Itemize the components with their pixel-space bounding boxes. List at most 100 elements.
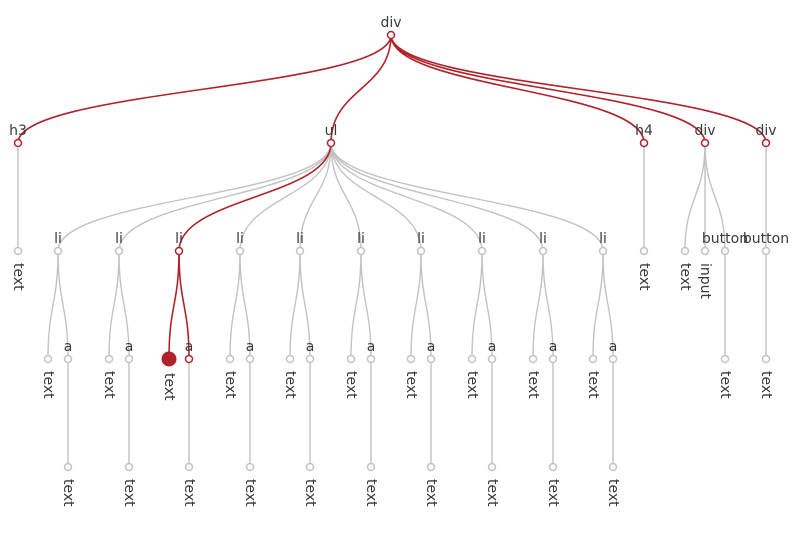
tree-node-a[interactable]: a [246,339,255,364]
tree-node-text[interactable]: text [161,351,177,402]
tree-node-text[interactable]: text [758,354,774,400]
tree-node-input[interactable]: input [697,246,713,300]
tree-node-dot[interactable] [285,354,295,364]
tree-node-li[interactable]: li [114,231,124,256]
tree-node-dot[interactable] [528,354,538,364]
tree-node-dot[interactable] [124,354,134,364]
tree-node-text[interactable]: text [282,354,298,400]
tree-node-text[interactable]: text [181,462,197,508]
tree-node-dot[interactable] [366,354,376,364]
tree-node-dot[interactable] [588,354,598,364]
tree-node-li[interactable]: li [235,231,245,256]
tree-node-dot[interactable] [114,246,124,256]
tree-node-li[interactable]: li [538,231,548,256]
tree-node-dot[interactable] [235,246,245,256]
tree-node-text[interactable]: text [403,354,419,400]
tree-node-dot[interactable] [366,462,376,472]
tree-node-dot[interactable] [598,246,608,256]
tree-node-text[interactable]: text [242,462,258,508]
tree-node-dot[interactable] [720,354,730,364]
tree-node-text[interactable]: text [525,354,541,400]
tree-node-a[interactable]: a [487,339,497,364]
tree-node-dot[interactable] [548,462,558,472]
tree-node-text[interactable]: text [343,354,359,400]
tree-node-text[interactable]: text [10,246,26,292]
tree-node-div[interactable]: div [694,123,716,148]
tree-node-dot[interactable] [700,246,710,256]
tree-node-text[interactable]: text [302,462,318,508]
tree-node-a[interactable]: a [305,339,315,364]
tree-node-dot[interactable] [608,462,618,472]
tree-node-text[interactable]: text [677,246,693,292]
tree-node-text[interactable]: text [636,246,652,292]
tree-node-a[interactable]: a [124,339,134,364]
tree-node-text[interactable]: text [585,354,601,400]
tree-node-li[interactable]: li [174,231,184,256]
tree-node-dot[interactable] [184,354,194,364]
tree-node-dot[interactable] [761,354,771,364]
tree-node-text[interactable]: text [101,354,117,400]
tree-node-text[interactable]: text [40,354,56,400]
tree-node-dot[interactable] [63,462,73,472]
tree-node-h4[interactable]: h4 [635,123,653,148]
tree-node-dot[interactable] [720,246,730,256]
tree-node-a[interactable]: a [427,339,436,364]
tree-node-dot[interactable] [700,138,710,148]
tree-node-dot[interactable] [305,462,315,472]
tree-node-text[interactable]: text [605,462,621,508]
tree-node-li[interactable]: li [416,231,426,256]
tree-node-dot[interactable] [225,354,235,364]
tree-node-dot[interactable] [104,354,114,364]
tree-node-dot[interactable] [680,246,690,256]
tree-node-li[interactable]: li [295,231,305,256]
tree-node-dot[interactable] [761,138,771,148]
tree-node-a[interactable]: a [549,339,558,364]
tree-node-dot[interactable] [406,354,416,364]
tree-node-div[interactable]: div [380,15,402,40]
tree-node-a[interactable]: a [184,339,194,364]
tree-node-dot[interactable] [245,462,255,472]
tree-node-text[interactable]: text [717,354,733,400]
tree-node-text[interactable]: text [545,462,561,508]
tree-node-dot[interactable] [538,246,548,256]
tree-node-li[interactable]: li [598,231,608,256]
tree-node-dot[interactable] [326,138,336,148]
tree-node-dot[interactable] [639,246,649,256]
tree-node-li[interactable]: li [356,231,366,256]
tree-node-text[interactable]: text [222,354,238,400]
tree-node-dot[interactable] [426,462,436,472]
tree-node-dot[interactable] [13,138,23,148]
tree-node-button[interactable]: button [702,231,748,256]
tree-node-a[interactable]: a [608,339,618,364]
tree-node-dot[interactable] [124,462,134,472]
tree-node-dot[interactable] [174,246,184,256]
tree-node-text[interactable]: text [363,462,379,508]
tree-node-dot[interactable] [467,354,477,364]
tree-node-ul[interactable]: ul [325,123,338,148]
tree-node-dot[interactable] [477,246,487,256]
tree-node-dot[interactable] [184,462,194,472]
tree-node-dot[interactable] [295,246,305,256]
tree-node-div[interactable]: div [755,123,777,148]
tree-node-li[interactable]: li [477,231,487,256]
tree-node-dot[interactable] [305,354,315,364]
tree-node-a[interactable]: a [63,339,73,364]
tree-node-text[interactable]: text [60,462,76,508]
tree-node-text[interactable]: text [121,462,137,508]
tree-node-dot[interactable] [639,138,649,148]
tree-node-dot[interactable] [161,351,177,367]
tree-node-dot[interactable] [487,462,497,472]
tree-node-dot[interactable] [63,354,73,364]
tree-node-h3[interactable]: h3 [9,123,27,148]
tree-node-dot[interactable] [43,354,53,364]
tree-node-dot[interactable] [356,246,366,256]
tree-node-dot[interactable] [761,246,771,256]
tree-node-dot[interactable] [386,30,396,40]
tree-node-dot[interactable] [13,246,23,256]
tree-node-text[interactable]: text [484,462,500,508]
tree-node-text[interactable]: text [423,462,439,508]
tree-node-dot[interactable] [608,354,618,364]
tree-node-button[interactable]: button [743,231,789,256]
tree-node-dot[interactable] [487,354,497,364]
tree-node-dot[interactable] [416,246,426,256]
